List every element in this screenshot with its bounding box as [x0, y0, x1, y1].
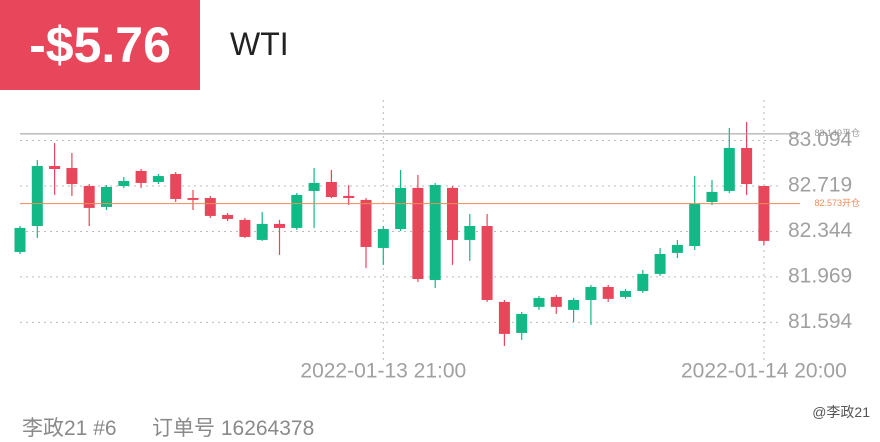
- y-tick-label: 81.594: [788, 310, 853, 333]
- candle-body: [291, 194, 303, 228]
- candle-body: [360, 199, 372, 247]
- candle-body: [325, 181, 337, 198]
- candle-body: [101, 186, 112, 207]
- candle-body: [758, 185, 770, 241]
- x-tick-label: 2022-01-14 20:00: [681, 360, 847, 383]
- candle-body: [498, 301, 510, 334]
- candle-body: [620, 291, 631, 297]
- candle-body: [222, 214, 234, 219]
- candle-body: [447, 187, 458, 240]
- candle-body: [308, 182, 320, 191]
- candle-body: [66, 168, 78, 185]
- candle-body: [170, 173, 182, 199]
- candle-body: [256, 223, 268, 240]
- candle-body: [274, 223, 285, 228]
- account: 李政21 #6: [22, 417, 117, 440]
- order-number: 订单号 16264378: [152, 417, 315, 440]
- candle-body: [550, 296, 562, 307]
- candle-body: [343, 195, 355, 198]
- reference-label: 82.573开仓: [814, 197, 860, 208]
- watermark: @李政21: [812, 404, 870, 420]
- candle-body: [187, 197, 199, 200]
- candle-body: [83, 185, 95, 208]
- candle-body: [31, 165, 43, 227]
- candle-body: [671, 244, 683, 253]
- reference-label: 83.149平仓: [814, 127, 860, 138]
- candle-body: [654, 254, 666, 274]
- x-tick-label: 2022-01-13 21:00: [300, 360, 466, 383]
- candle-body: [741, 148, 753, 185]
- y-tick-label: 82.344: [788, 219, 853, 242]
- candle-body: [204, 197, 216, 216]
- candle-body: [706, 191, 718, 202]
- candle-body: [135, 170, 147, 183]
- candle-body: [637, 273, 649, 292]
- candle-body: [585, 287, 597, 300]
- candle-body: [723, 148, 735, 191]
- candle-body: [602, 287, 614, 299]
- y-tick-label: 81.969: [788, 264, 852, 287]
- candle-body: [533, 297, 545, 307]
- candle-body: [516, 313, 528, 333]
- y-tick-label: 83.094: [788, 128, 853, 151]
- candle-body: [412, 187, 424, 279]
- y-tick-label: 82.719: [788, 174, 852, 197]
- symbol: WTI: [230, 26, 289, 62]
- candle-body: [377, 229, 389, 248]
- candle-body: [429, 185, 441, 280]
- candle-body: [481, 226, 493, 300]
- candle-body: [395, 187, 407, 230]
- candle-body: [152, 176, 164, 182]
- chart: 83.094 82.719 82.344 81.969 81.594 2022-01-13…: [14, 100, 860, 383]
- candle-body: [14, 227, 26, 252]
- candle-body: [118, 181, 130, 186]
- candle-body: [49, 165, 61, 170]
- candle-body: [568, 299, 580, 310]
- candle-body: [689, 203, 701, 247]
- candle-body: [239, 219, 251, 237]
- candle-body: [464, 226, 476, 240]
- price-change: -$5.76: [0, 0, 200, 90]
